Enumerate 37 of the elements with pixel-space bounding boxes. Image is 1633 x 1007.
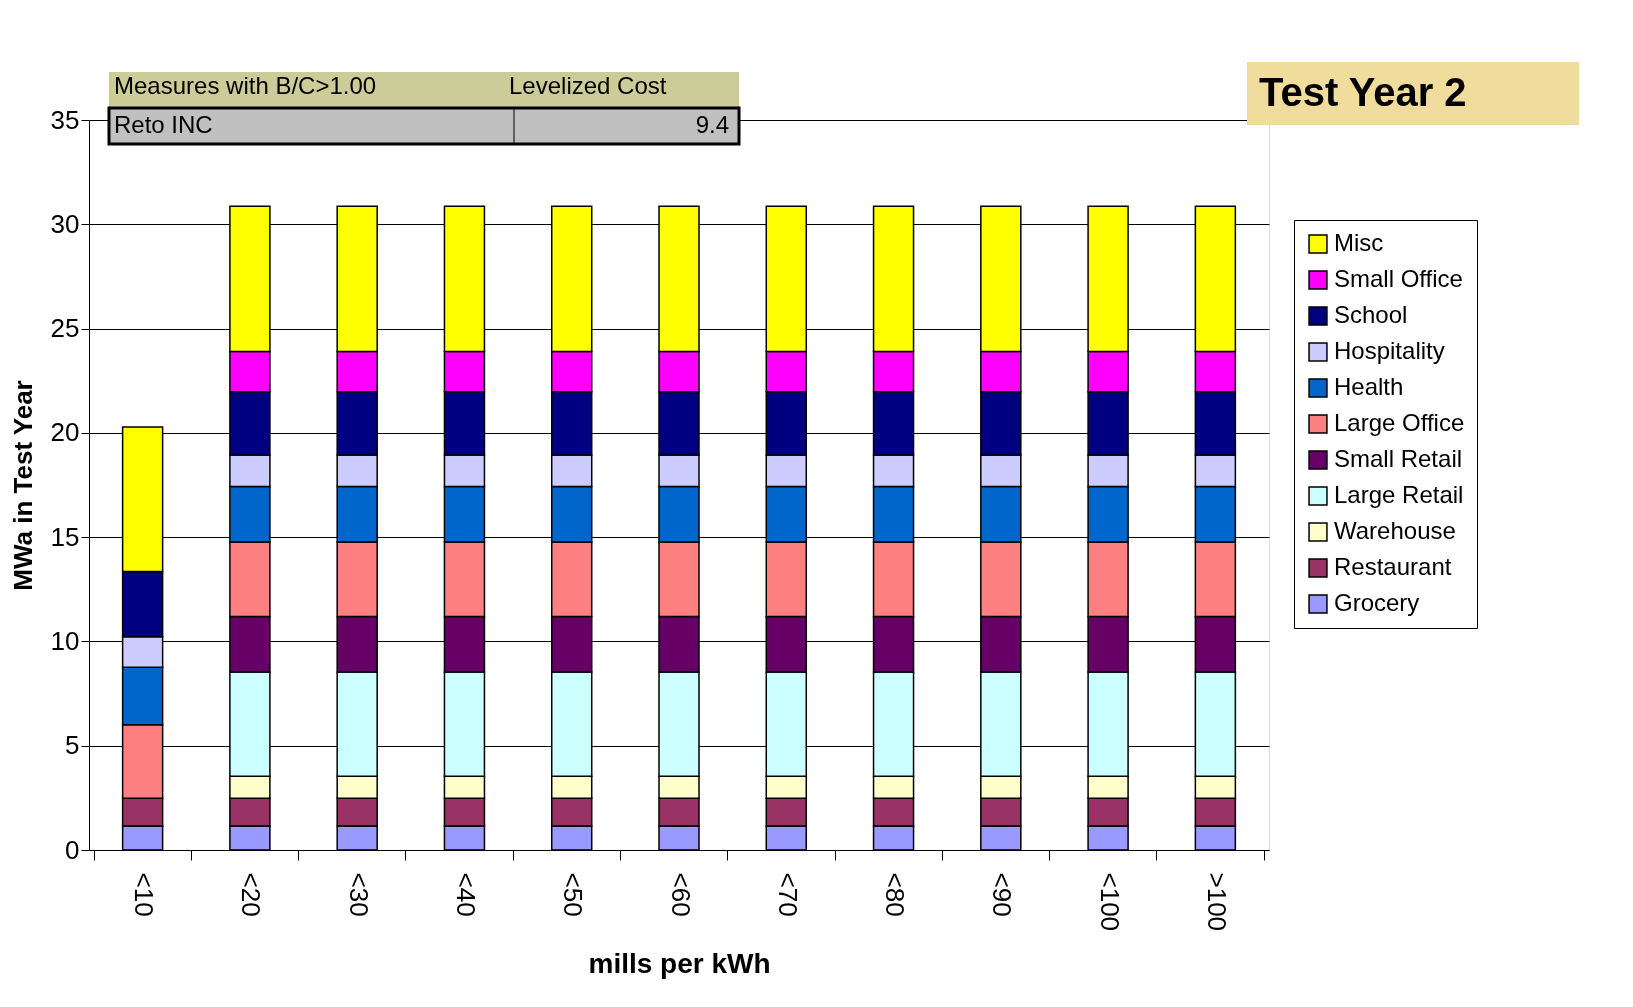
annotation: Reto INC bbox=[114, 111, 213, 138]
x-axis-title: mills per kWh bbox=[588, 948, 771, 980]
legend-label: Small Office bbox=[1334, 265, 1463, 292]
y-tick-label: 35 bbox=[50, 104, 80, 135]
x-tick-label: <40 bbox=[450, 872, 481, 917]
x-tick-label: <100 bbox=[1094, 872, 1125, 932]
x-tick-label: <80 bbox=[880, 872, 911, 917]
y-axis-title: MWa in Test Year bbox=[7, 380, 38, 591]
legend-label: Large Retail bbox=[1334, 481, 1464, 508]
text: Levelized Cost bbox=[509, 72, 667, 99]
y-tick-label: 25 bbox=[50, 313, 80, 344]
legend-label: Restaurant bbox=[1334, 553, 1452, 580]
annotation: 9.4 bbox=[695, 111, 729, 138]
legend-label: Health bbox=[1334, 373, 1404, 400]
legend-label: Small Retail bbox=[1334, 445, 1463, 472]
y-tick-label: 30 bbox=[50, 208, 80, 239]
x-tick-label: <30 bbox=[343, 872, 374, 917]
y-tick-label: 15 bbox=[50, 521, 80, 552]
x-tick-label: <20 bbox=[236, 872, 267, 917]
x-tick-label: <50 bbox=[558, 872, 589, 917]
x-tick-label: <60 bbox=[665, 872, 696, 917]
legend-label: School bbox=[1334, 301, 1408, 328]
text: Measures with B/C>1.00 bbox=[114, 72, 377, 99]
legend-label: Warehouse bbox=[1334, 517, 1456, 544]
legend-label: Misc bbox=[1334, 229, 1384, 256]
legend-label: Large Office bbox=[1334, 409, 1465, 436]
x-tick-label: <90 bbox=[987, 872, 1018, 917]
x-tick-label: <70 bbox=[772, 872, 803, 917]
y-tick-label: 5 bbox=[65, 730, 80, 761]
legend-label: Hospitality bbox=[1334, 337, 1445, 364]
y-tick-label: 10 bbox=[50, 625, 80, 656]
x-tick-label: >100 bbox=[1201, 872, 1232, 932]
x-tick-label: <10 bbox=[129, 872, 160, 917]
y-tick-label: 20 bbox=[50, 417, 80, 448]
legend-label: Grocery bbox=[1334, 589, 1420, 616]
text: Test Year 2 bbox=[1259, 70, 1467, 114]
y-tick-label: 0 bbox=[65, 834, 80, 865]
